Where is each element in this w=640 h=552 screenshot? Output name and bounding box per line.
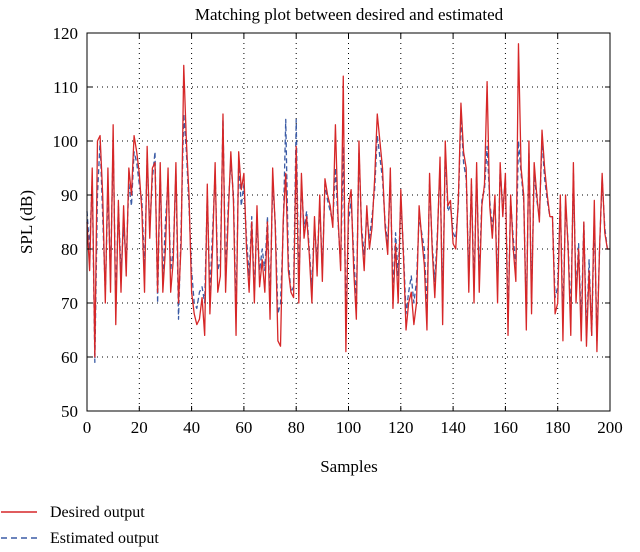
legend-label-estimated: Estimated output	[50, 530, 159, 547]
x-tick-label: 20	[131, 418, 148, 437]
x-tick-label: 80	[288, 418, 305, 437]
x-tick-label: 140	[440, 418, 466, 437]
y-tick-label: 100	[53, 132, 79, 151]
x-tick-label: 0	[83, 418, 92, 437]
x-tick-label: 180	[545, 418, 571, 437]
plot-lines	[86, 43, 610, 364]
chart-title: Matching plot between desired and estima…	[195, 5, 504, 24]
x-tick-label: 160	[493, 418, 519, 437]
y-tick-label: 70	[61, 294, 78, 313]
x-tick-label: 100	[336, 418, 362, 437]
x-axis-label: Samples	[320, 457, 378, 476]
x-tick-label: 40	[183, 418, 200, 437]
y-axis-ticks: 50 60 70 80 90 100 110 120	[53, 24, 610, 421]
y-tick-label: 110	[53, 78, 78, 97]
y-tick-label: 120	[53, 24, 79, 43]
x-axis-ticks: 0 20 40 60 80 100 120 140 160 180 200	[83, 33, 623, 437]
grid	[87, 33, 610, 411]
series-line-desired	[86, 43, 610, 358]
y-axis-label: SPL (dB)	[17, 190, 36, 254]
y-tick-label: 60	[61, 348, 78, 367]
y-tick-label: 50	[61, 402, 78, 421]
legend-label-desired: Desired output	[50, 504, 145, 521]
x-tick-label: 120	[388, 418, 414, 437]
y-tick-label: 80	[61, 240, 78, 259]
x-tick-label: 200	[597, 418, 623, 437]
y-tick-label: 90	[61, 186, 78, 205]
x-tick-label: 60	[235, 418, 252, 437]
legend: Desired output Estimated output	[1, 504, 159, 547]
